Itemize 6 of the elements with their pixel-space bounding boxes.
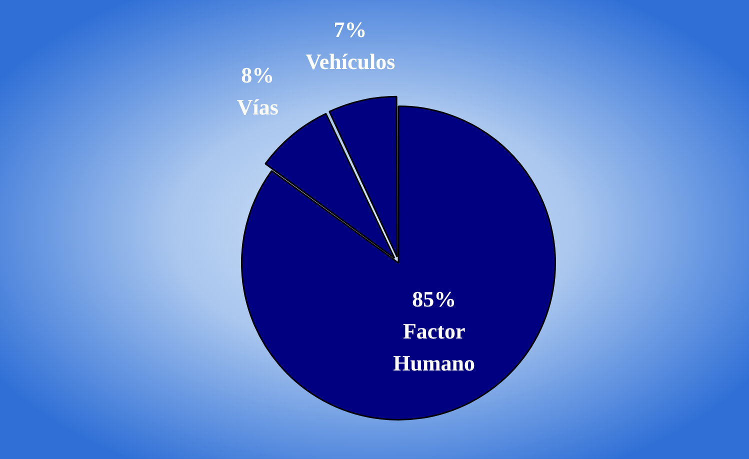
- slice-label: Vías: [236, 94, 279, 120]
- data-label: 7%: [334, 17, 367, 42]
- data-label: 85%: [412, 286, 456, 312]
- slice-label: Vehículos: [305, 49, 396, 74]
- data-label: 8%: [241, 62, 274, 88]
- slice-label: Factor Humano: [393, 318, 476, 376]
